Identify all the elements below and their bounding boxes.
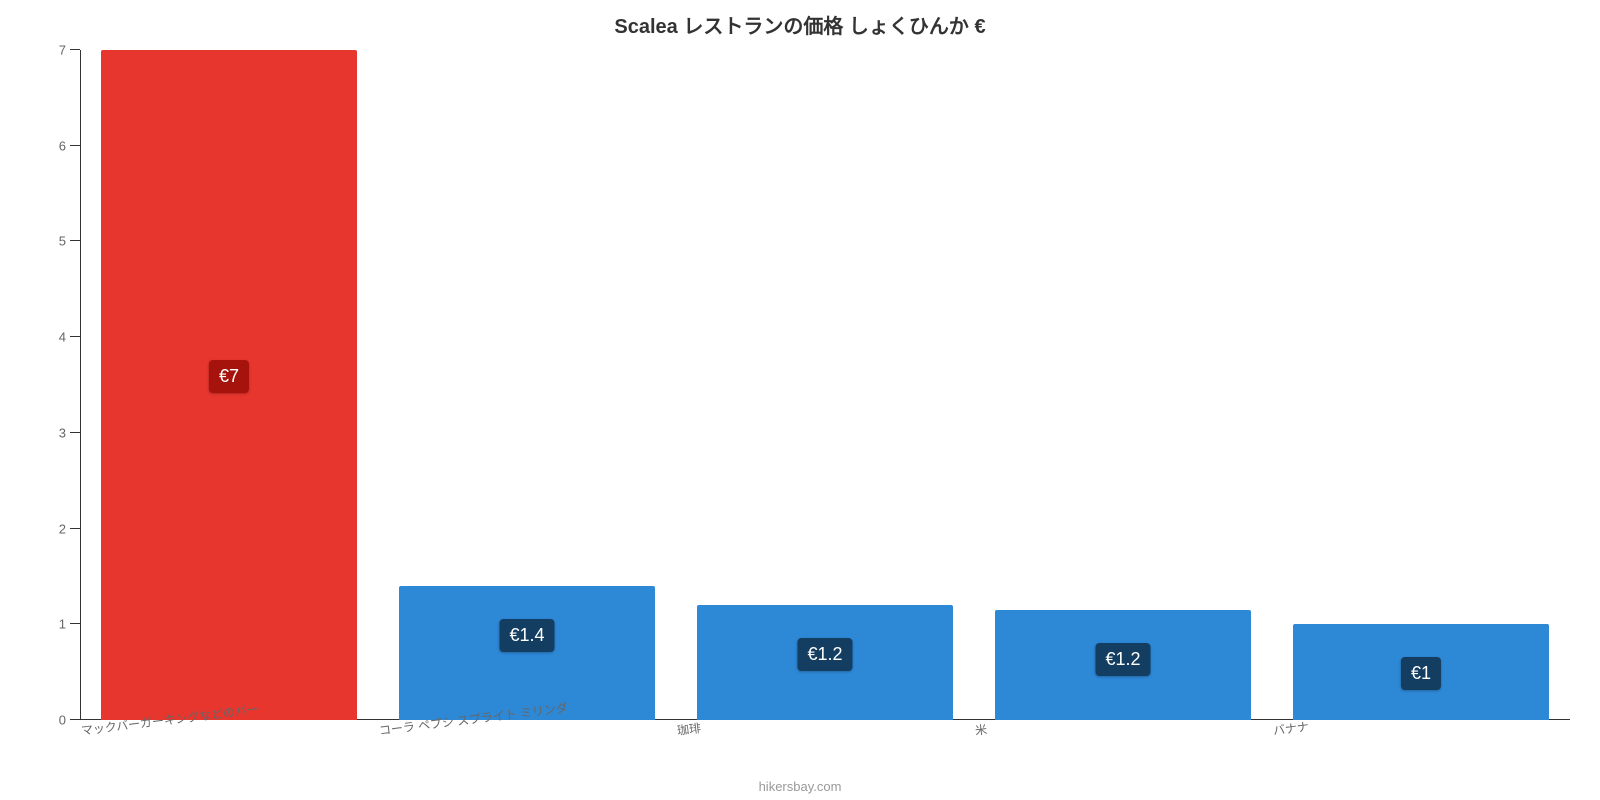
y-tick-label: 2 [59, 521, 80, 536]
bar-slot: €1.4 [378, 50, 676, 720]
bar-value-label: €1.2 [1095, 643, 1150, 676]
y-tick-label: 4 [59, 330, 80, 345]
bar: €1.2 [995, 610, 1251, 720]
bar-slot: €7 [80, 50, 378, 720]
y-tick-label: 6 [59, 138, 80, 153]
attribution: hikersbay.com [0, 779, 1600, 794]
y-tick-label: 5 [59, 234, 80, 249]
bar-slot: €1.2 [974, 50, 1272, 720]
chart-container: Scalea レストランの価格 しょくひんか € €7€1.4€1.2€1.2€… [0, 0, 1600, 800]
chart-title: Scalea レストランの価格 しょくひんか € [0, 10, 1600, 39]
x-category-label: バナナ [1272, 718, 1310, 739]
bars-group: €7 €1.4 €1.2 €1.2 €1 [80, 50, 1570, 720]
bar-slot: €1 [1272, 50, 1570, 720]
bar-value-label: €1 [1401, 657, 1441, 690]
y-tick-label: 7 [59, 43, 80, 58]
y-tick-label: 0 [59, 713, 80, 728]
bar: €7 [101, 50, 357, 720]
bar: €1 [1293, 624, 1549, 720]
bar: €1.4 [399, 586, 655, 720]
bar-value-label: €7 [209, 360, 249, 393]
plot-area: €7€1.4€1.2€1.2€1 01234567 [80, 50, 1570, 720]
bar: €1.2 [697, 605, 953, 720]
bar-value-label: €1.2 [797, 638, 852, 671]
y-tick-label: 1 [59, 617, 80, 632]
y-tick-label: 3 [59, 425, 80, 440]
bar-slot: €1.2 [676, 50, 974, 720]
x-category-label: 珈琲 [676, 719, 702, 739]
bar-value-label: €1.4 [499, 619, 554, 652]
x-category-label: 米 [974, 721, 988, 739]
